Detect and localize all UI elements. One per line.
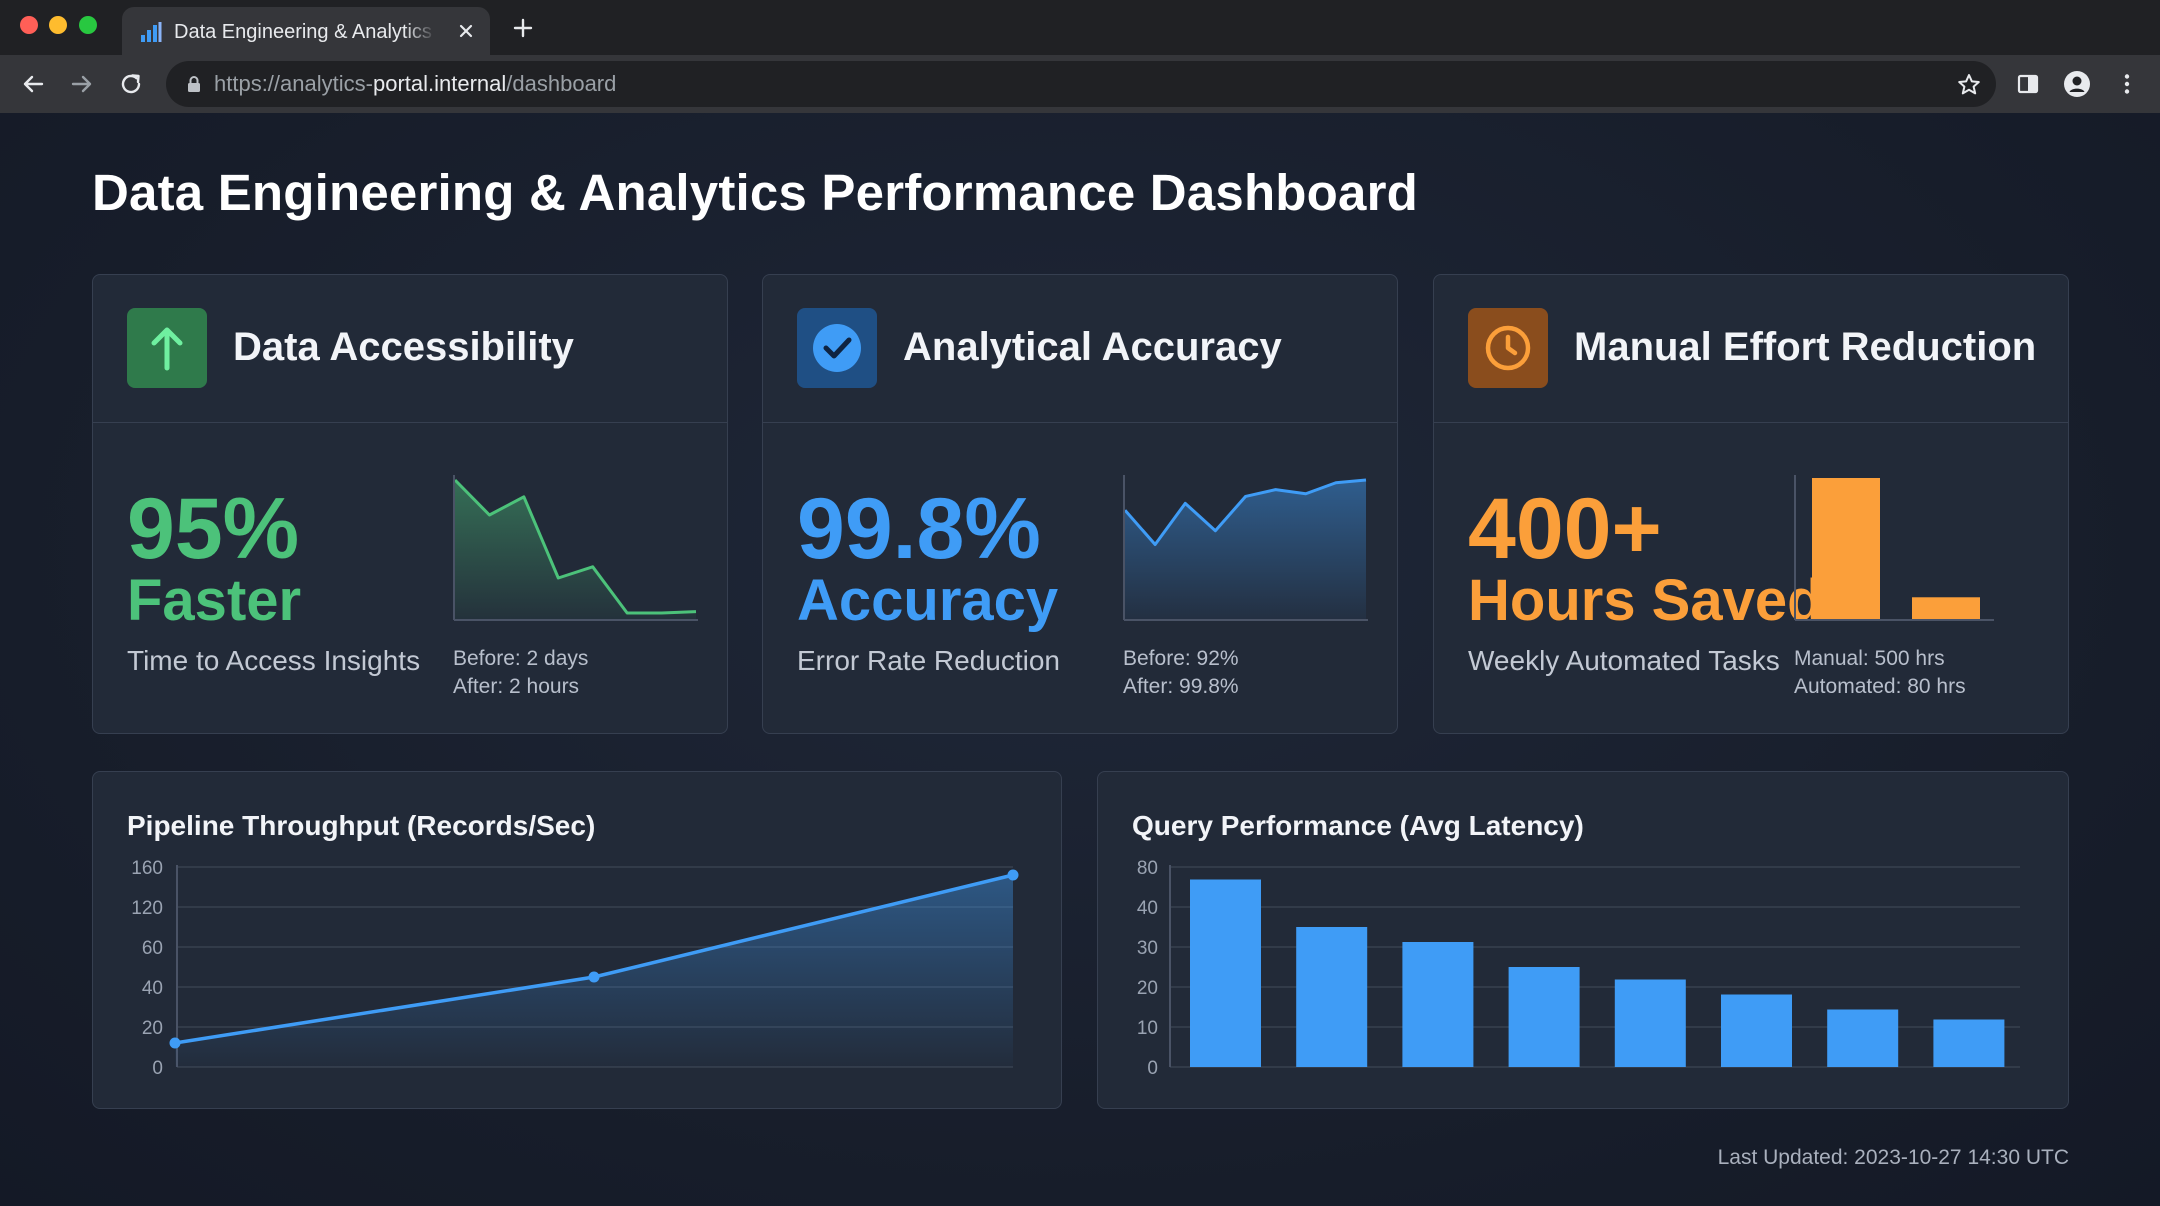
y-tick-label: 80 xyxy=(1137,858,1158,879)
kpi-value: 99.8% xyxy=(797,481,1041,577)
y-tick-label: 40 xyxy=(1137,898,1158,919)
effort-bar xyxy=(1912,597,1980,620)
kpi-description: Time to Access Insights xyxy=(127,645,421,676)
y-tick-label: 160 xyxy=(131,858,163,879)
latency-bar xyxy=(1614,979,1686,1067)
latency-bar xyxy=(1933,1019,2005,1067)
kpi-card-header: Data Accessibility xyxy=(93,275,727,423)
close-tab-icon[interactable] xyxy=(452,17,480,45)
query-latency-bar-chart: 80 40 30 20 10 0 xyxy=(1137,858,2020,1079)
kpi-area-chart xyxy=(1123,475,1368,621)
y-tick-label: 40 xyxy=(142,978,163,999)
y-tick-label: 30 xyxy=(1137,938,1158,959)
kpi-subvalue: Faster xyxy=(127,568,302,633)
sparkline-area xyxy=(455,480,696,620)
latency-bar xyxy=(1190,879,1261,1067)
address-bar[interactable]: https://analytics-portal.internal/dashbo… xyxy=(166,61,1996,107)
kpi-description: Error Rate Reduction xyxy=(797,645,1061,676)
sparkline-area xyxy=(1125,480,1366,620)
y-tick-label: 10 xyxy=(1137,1018,1158,1039)
y-tick-label: 20 xyxy=(1137,978,1158,999)
page-title: Data Engineering & Analytics Performance… xyxy=(92,164,1418,221)
active-tab[interactable]: Data Engineering & Analytics Performance… xyxy=(122,7,490,55)
clock-icon xyxy=(1468,308,1548,388)
kpi-note-automated: Automated: 80 hrs xyxy=(1794,675,1966,698)
kpi-card-data-accessibility: Data Accessibility 95% Faster Time to Ac… xyxy=(92,274,728,734)
forward-arrow-icon[interactable] xyxy=(67,69,97,99)
y-tick-label: 60 xyxy=(142,938,163,959)
y-tick-label: 0 xyxy=(152,1058,163,1079)
lock-icon[interactable] xyxy=(184,74,204,94)
kpi-title: Data Accessibility xyxy=(233,325,574,369)
reload-icon[interactable] xyxy=(116,69,146,99)
y-tick-label: 0 xyxy=(1147,1058,1158,1079)
throughput-area xyxy=(175,875,1013,1067)
kpi-title: Analytical Accuracy xyxy=(903,325,1282,369)
kpi-title: Manual Effort Reduction xyxy=(1574,325,2037,369)
kpi-subvalue: Hours Saved xyxy=(1468,568,1823,633)
kpi-card-manual-effort-reduction: Manual Effort Reduction 400+ Hours Saved… xyxy=(1433,274,2069,734)
kpi-card-header: Manual Effort Reduction xyxy=(1434,275,2068,423)
tab-strip: Data Engineering & Analytics Performance… xyxy=(0,0,2160,55)
back-arrow-icon[interactable] xyxy=(18,69,48,99)
latency-bar xyxy=(1296,927,1368,1067)
sparkline-line xyxy=(1123,478,1367,547)
browser-toolbar: https://analytics-portal.internal/dashbo… xyxy=(0,55,2160,113)
effort-bar xyxy=(1812,478,1880,620)
new-tab-plus-icon[interactable] xyxy=(508,13,538,43)
pipeline-throughput-card: Pipeline Throughput (Records/Sec) 160 120… xyxy=(92,771,1062,1109)
url-text[interactable]: https://analytics-portal.internal/dashbo… xyxy=(214,71,617,96)
kpi-note-manual: Manual: 500 hrs xyxy=(1794,647,1945,670)
kpi-card-analytical-accuracy: Analytical Accuracy 99.8% Accuracy Error… xyxy=(762,274,1398,734)
minimize-window-button[interactable] xyxy=(49,16,67,34)
kpi-description: Weekly Automated Tasks xyxy=(1468,645,1780,676)
kpi-value: 400+ xyxy=(1468,481,1662,577)
menu-kebab-icon[interactable] xyxy=(2112,69,2142,99)
throughput-point xyxy=(169,1037,181,1049)
y-tick-label: 120 xyxy=(131,898,163,919)
chart-title: Pipeline Throughput (Records/Sec) xyxy=(127,810,596,841)
kpi-bar-chart xyxy=(1794,475,1994,621)
kpi-card-header: Analytical Accuracy xyxy=(763,275,1397,423)
kpi-note-after: After: 99.8% xyxy=(1123,675,1239,698)
query-performance-card: Query Performance (Avg Latency) 80 40 30 20… xyxy=(1097,771,2069,1109)
y-tick-label: 20 xyxy=(142,1018,163,1039)
check-circle-icon xyxy=(797,308,877,388)
throughput-point xyxy=(588,971,600,983)
tab-title: Data Engineering & Analytics Performance… xyxy=(174,21,436,43)
dashboard-page: Data Engineering & Analytics Performance… xyxy=(0,113,2160,1206)
last-updated-text: Last Updated: 2023-10-27 14:30 UTC xyxy=(1717,1146,2069,1169)
maximize-window-button[interactable] xyxy=(79,16,97,34)
profile-icon[interactable] xyxy=(2062,69,2092,99)
arrow-up-icon xyxy=(127,308,207,388)
kpi-note-before: Before: 2 days xyxy=(453,647,589,670)
bar-chart-favicon-icon xyxy=(141,22,162,42)
sparkline-line xyxy=(453,478,697,615)
close-window-button[interactable] xyxy=(20,16,38,34)
latency-bar xyxy=(1721,994,1792,1067)
kpi-subvalue: Accuracy xyxy=(797,568,1059,633)
pipeline-throughput-line-chart: 160 120 60 40 20 0 xyxy=(131,858,1019,1079)
bookmark-star-icon[interactable] xyxy=(1956,72,1982,98)
kpi-note-before: Before: 92% xyxy=(1123,647,1239,670)
throughput-point xyxy=(1007,869,1019,881)
latency-bar xyxy=(1827,1009,1899,1067)
latency-bar xyxy=(1402,942,1474,1067)
kpi-value: 95% xyxy=(127,481,300,577)
chart-title: Query Performance (Avg Latency) xyxy=(1132,810,1584,841)
latency-bar xyxy=(1508,967,1580,1067)
kpi-note-after: After: 2 hours xyxy=(453,675,580,698)
kpi-sparkline-chart xyxy=(453,475,698,621)
side-panel-icon[interactable] xyxy=(2013,69,2043,99)
